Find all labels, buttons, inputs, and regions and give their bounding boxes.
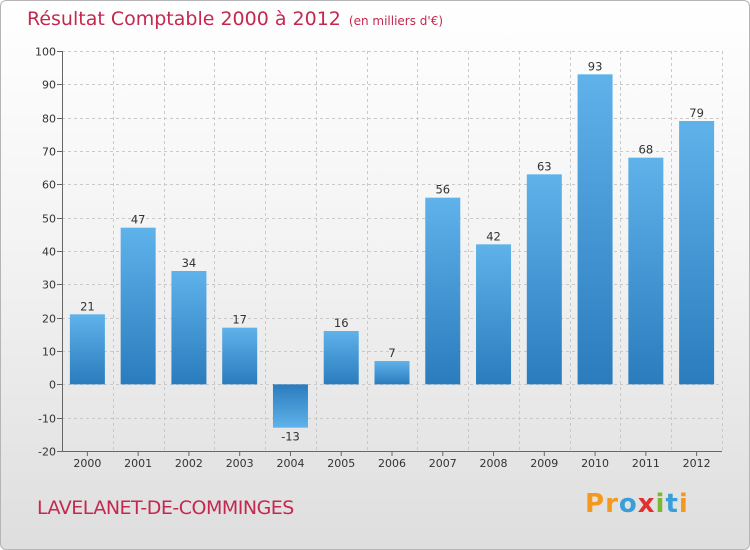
data-label: 47 xyxy=(131,213,146,227)
data-label: 34 xyxy=(182,256,197,270)
logo-letter: x xyxy=(637,489,656,519)
y-tick-label: 40 xyxy=(42,246,56,259)
data-label: 17 xyxy=(232,313,247,327)
x-tick-label: 2001 xyxy=(124,457,152,470)
bar xyxy=(476,244,512,385)
x-tick-label: 2007 xyxy=(429,457,457,470)
x-tick-label: 2011 xyxy=(632,457,660,470)
logo-letter: i xyxy=(678,489,689,519)
x-tick-label: 2010 xyxy=(581,457,609,470)
data-label: 7 xyxy=(388,346,395,360)
bar xyxy=(628,157,664,385)
y-tick-label: 50 xyxy=(42,213,56,226)
x-tick-label: 2005 xyxy=(327,457,355,470)
bar xyxy=(526,174,562,385)
y-tick-label: 90 xyxy=(42,79,56,92)
logo-letter: t xyxy=(665,489,679,519)
bar xyxy=(171,271,207,385)
bar xyxy=(374,361,410,385)
labels-layer: 21 47 34 17 -13 16 7 56 42 63 93 68 79 xyxy=(80,59,704,443)
bar xyxy=(272,384,308,428)
chart-title-text: Résultat Comptable 2000 à 2012 xyxy=(27,8,341,30)
data-label: -13 xyxy=(281,430,300,444)
x-tick-label: 2006 xyxy=(378,457,406,470)
y-tick-label: 60 xyxy=(42,179,56,192)
y-tick-label: 70 xyxy=(42,146,56,159)
bar xyxy=(222,327,258,385)
x-tick-label: 2002 xyxy=(175,457,203,470)
data-label: 93 xyxy=(588,59,603,73)
bar xyxy=(425,197,461,385)
y-tick-label: -20 xyxy=(38,446,56,459)
data-label: 79 xyxy=(689,106,704,120)
y-tick-label: 100 xyxy=(35,46,56,59)
logo-letter: i xyxy=(655,489,666,519)
data-label: 56 xyxy=(435,183,450,197)
grid-layer xyxy=(62,51,723,452)
data-label: 21 xyxy=(80,299,95,313)
x-tick-label: 2008 xyxy=(480,457,508,470)
y-tick-label: 30 xyxy=(42,279,56,292)
data-label: 63 xyxy=(537,159,552,173)
bar xyxy=(120,227,156,385)
bar xyxy=(69,314,105,385)
data-label: 42 xyxy=(486,229,501,243)
chart-subtitle: (en milliers d'€) xyxy=(348,14,444,28)
data-label: 68 xyxy=(639,143,654,157)
x-tick-label: 2004 xyxy=(276,457,304,470)
y-tick-label: -10 xyxy=(38,413,56,426)
y-tick-label: 10 xyxy=(42,346,56,359)
location-name: LAVELANET-DE-COMMINGES xyxy=(37,497,294,519)
y-tick-label: 20 xyxy=(42,313,56,326)
chart-title: Résultat Comptable 2000 à 2012 (en millie… xyxy=(27,8,443,30)
bar xyxy=(577,74,613,385)
x-tick-label: 2000 xyxy=(73,457,101,470)
logo-letter: o xyxy=(618,489,638,519)
logo-letter: r xyxy=(605,489,619,519)
data-label: 16 xyxy=(334,316,349,330)
axes-layer: -20 -10 0 10 20 30 40 50 60 70 80 90 100 2000 2001 2002… xyxy=(35,46,722,470)
logo-letter: P xyxy=(585,489,606,519)
y-tick-label: 80 xyxy=(42,113,56,126)
proxiti-logo: Proxiti xyxy=(585,489,689,519)
bars-layer xyxy=(69,74,715,428)
x-tick-label: 2003 xyxy=(226,457,254,470)
bar xyxy=(323,331,359,385)
bar xyxy=(679,121,715,385)
x-tick-label: 2009 xyxy=(530,457,558,470)
y-tick-label: 0 xyxy=(49,379,56,392)
x-tick-label: 2012 xyxy=(683,457,711,470)
